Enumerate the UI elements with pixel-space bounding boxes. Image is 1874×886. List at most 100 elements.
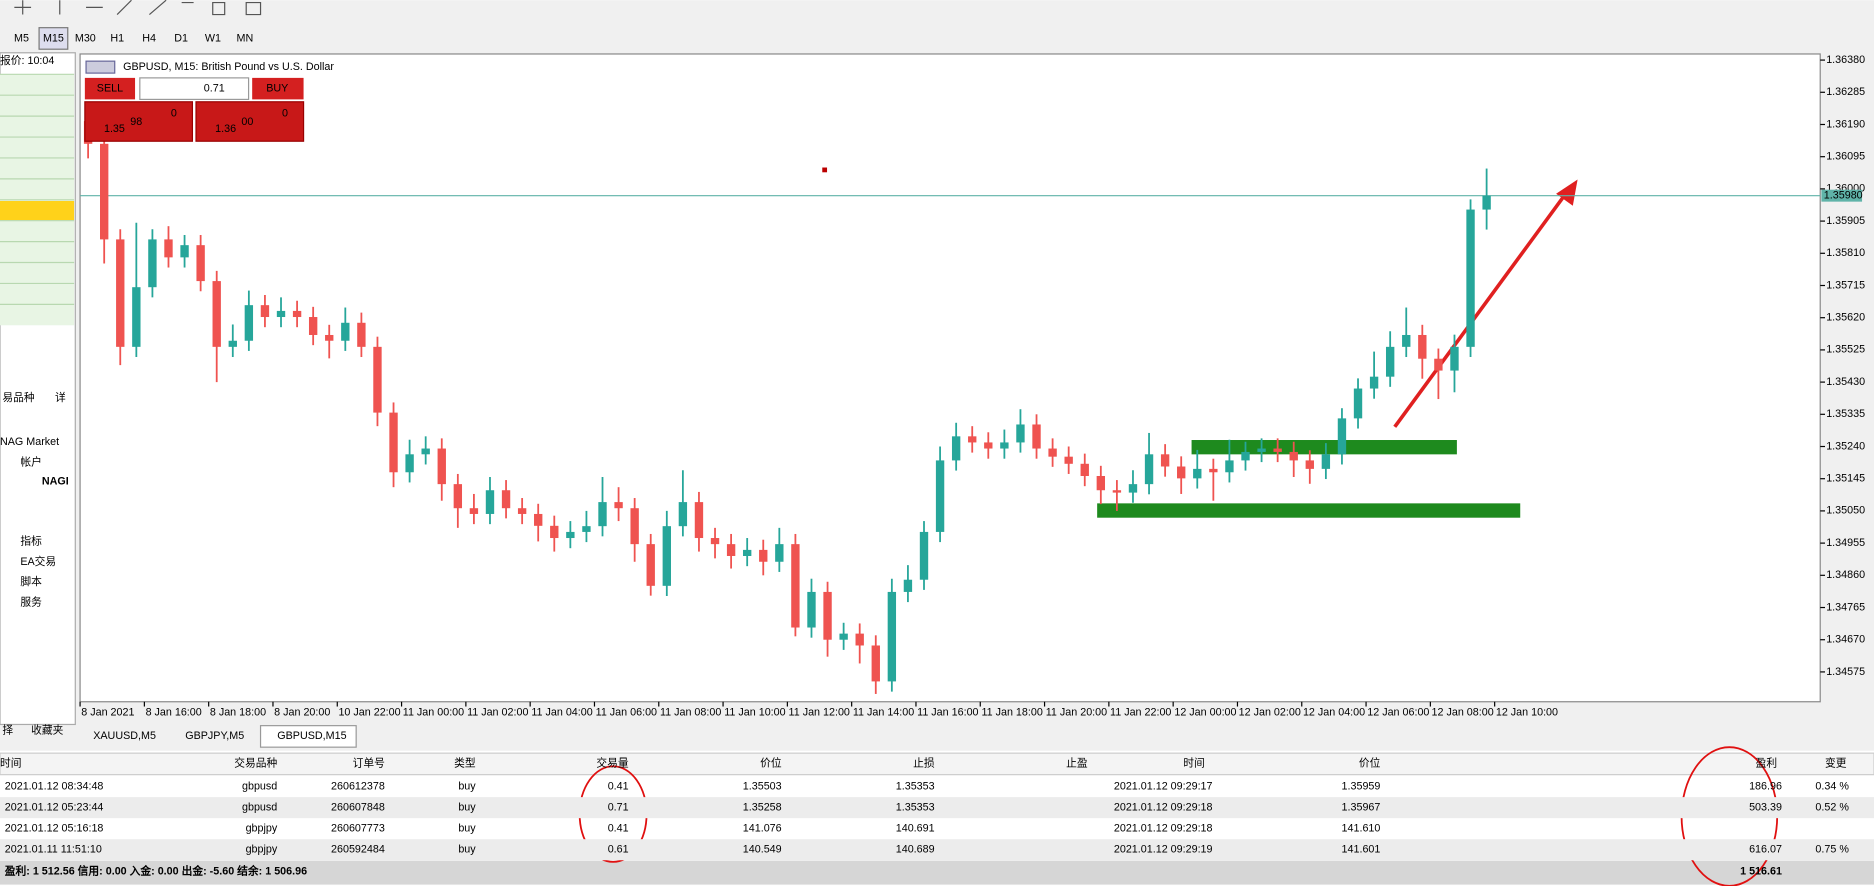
y-tick-label: 1.35145 [1826, 473, 1865, 485]
table-cell: 260607848 [331, 801, 385, 813]
timeframe-active [38, 27, 69, 50]
table-cell: buy [458, 823, 476, 835]
panel-tab[interactable]: 收藏夹 [31, 723, 64, 736]
navigator-item[interactable]: 指标 [20, 534, 42, 547]
candle-body [1177, 466, 1186, 479]
candle-body [614, 502, 623, 509]
timeframe-button[interactable]: M15 [43, 32, 64, 44]
candle-body [1048, 448, 1057, 457]
tab-active [259, 725, 357, 748]
y-tick-label: 1.35525 [1826, 344, 1865, 356]
candle-body [116, 239, 125, 347]
table-cell: 2021.01.12 05:23:44 [5, 801, 104, 813]
candle-body [871, 645, 880, 682]
panel-tab[interactable]: 择 [2, 723, 13, 736]
column-header[interactable]: 盈利 [1756, 758, 1778, 770]
candle-body [1353, 388, 1363, 419]
x-tick-label: 12 Jan 00:00 [1174, 706, 1236, 718]
y-tick-label: 1.34575 [1826, 666, 1865, 678]
price-sup: 0 [171, 108, 177, 120]
candle-body [228, 340, 237, 347]
x-tick-label: 11 Jan 20:00 [1046, 706, 1107, 718]
column-header[interactable]: 止损 [913, 757, 935, 770]
timeframe-button[interactable]: W1 [205, 32, 221, 44]
column-header[interactable]: 价位 [1359, 757, 1381, 770]
x-tick-label: 11 Jan 10:00 [724, 706, 785, 718]
y-tick-label: 1.36095 [1826, 151, 1865, 163]
timeframe-button[interactable]: M30 [75, 32, 96, 44]
panel-tab[interactable]: 易品种 [2, 391, 35, 404]
candle-body [341, 322, 350, 341]
navigator-root: NAG Market [0, 436, 59, 448]
candle-body [517, 508, 527, 514]
chart-tab[interactable]: GBPJPY,M5 [185, 730, 244, 742]
table-cell: 503.39 [1749, 801, 1782, 813]
timeframe-button[interactable]: M5 [14, 32, 29, 44]
column-header[interactable]: 交易品种 [234, 757, 277, 770]
column-header[interactable]: 类型 [454, 757, 476, 770]
y-tick-label: 1.34670 [1826, 634, 1865, 646]
chart-icon [85, 60, 116, 74]
x-tick-label: 11 Jan 22:00 [1110, 706, 1171, 718]
candle-body [389, 412, 398, 473]
column-header[interactable]: 变更 [1825, 757, 1847, 770]
column-header[interactable]: 时间 [0, 757, 22, 770]
table-cell: 2021.01.12 08:34:48 [5, 780, 104, 792]
column-header[interactable]: 订单号 [353, 758, 386, 770]
x-tick-label: 11 Jan 14:00 [853, 706, 914, 718]
timeframe-button[interactable]: H4 [142, 32, 156, 44]
candle-body [276, 310, 286, 318]
navigator-item[interactable]: EA交易 [20, 555, 56, 568]
table-cell: 1.35258 [743, 801, 782, 813]
candle-body [726, 544, 736, 556]
sell-button[interactable]: SELL [97, 82, 123, 94]
candle-body [1434, 358, 1443, 371]
y-tick-label: 1.35620 [1826, 312, 1865, 324]
table-cell: 0.75 % [1815, 844, 1849, 856]
x-tick-label: 11 Jan 04:00 [531, 706, 592, 718]
candle-body [405, 454, 414, 473]
column-header[interactable]: 交易量 [596, 757, 629, 770]
table-cell: buy [458, 844, 476, 856]
table-cell: 141.601 [1342, 844, 1381, 856]
y-tick-label: 1.35715 [1826, 279, 1865, 291]
buy-button[interactable]: BUY [266, 82, 288, 94]
timeframe-button[interactable]: D1 [174, 32, 188, 44]
timeframe-button[interactable]: MN [237, 32, 254, 44]
table-cell: 141.076 [743, 823, 782, 835]
candle-body [935, 460, 945, 532]
lot-input[interactable]: 0.71 [204, 82, 225, 94]
sell-button-bg [84, 77, 136, 100]
candle-body [1273, 448, 1282, 452]
table-cell: 616.07 [1749, 844, 1782, 856]
price-small: 1.35 [104, 123, 125, 135]
chart-tab[interactable]: XAUUSD,M5 [93, 730, 156, 742]
chart-tab[interactable]: GBPUSD,M15 [277, 730, 346, 742]
column-header[interactable]: 止盈 [1066, 758, 1088, 770]
table-cell: 140.549 [743, 844, 782, 856]
table-cell: 260612378 [331, 780, 385, 792]
price-tag [1821, 189, 1863, 202]
timeframe-button[interactable]: H1 [110, 32, 124, 44]
candle-body [662, 526, 671, 586]
table-cell: 2021.01.12 09:29:17 [1114, 780, 1213, 792]
table-cell: 140.689 [896, 844, 935, 856]
navigator-item[interactable]: 服务 [20, 595, 42, 608]
panel-tab[interactable]: 详 [55, 391, 66, 404]
candle-body [839, 633, 848, 640]
y-tick-label: 1.35335 [1826, 408, 1865, 420]
table-cell: 141.610 [1342, 823, 1381, 835]
annotation-arrow [1393, 179, 1578, 428]
column-header[interactable]: 时间 [1183, 757, 1205, 770]
candle-body [501, 490, 511, 509]
column-header[interactable]: 价位 [760, 757, 782, 770]
y-tick-label: 1.36190 [1826, 118, 1865, 130]
table-cell: 0.41 [608, 823, 629, 835]
price-big: 98 [130, 116, 142, 128]
table-cell: 0.61 [608, 844, 629, 856]
navigator-item[interactable]: 脚本 [20, 575, 42, 588]
price-small: 1.36 [215, 123, 236, 135]
chart-area [79, 53, 1821, 703]
candle-body [1450, 346, 1459, 371]
